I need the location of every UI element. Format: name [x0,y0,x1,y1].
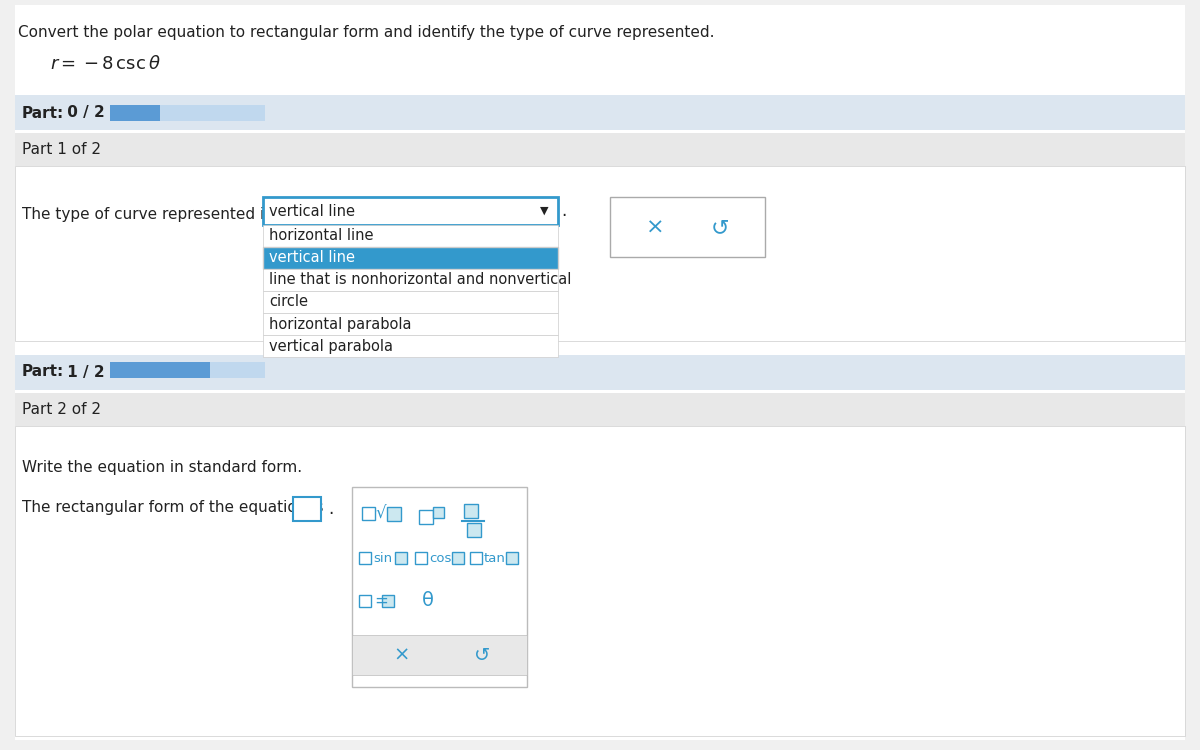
Text: θ: θ [422,592,434,610]
Text: =: = [374,592,388,610]
FancyBboxPatch shape [382,595,394,607]
Text: ×: × [394,646,410,664]
FancyBboxPatch shape [506,552,518,564]
FancyBboxPatch shape [452,552,464,564]
Text: Part 1 of 2: Part 1 of 2 [22,142,101,158]
FancyBboxPatch shape [263,269,558,291]
Text: Part:: Part: [22,364,65,380]
FancyBboxPatch shape [263,291,558,313]
Text: Write the equation in standard form.: Write the equation in standard form. [22,460,302,475]
Text: ↺: ↺ [474,646,490,664]
Text: ↺: ↺ [710,218,730,238]
FancyBboxPatch shape [415,552,427,564]
FancyBboxPatch shape [110,105,160,121]
FancyBboxPatch shape [14,393,1186,426]
Text: The type of curve represented is a: The type of curve represented is a [22,208,287,223]
Text: The rectangular form of the equation is: The rectangular form of the equation is [22,500,324,515]
FancyBboxPatch shape [110,362,265,378]
Text: circle: circle [269,295,308,310]
Text: Convert the polar equation to rectangular form and identify the type of curve re: Convert the polar equation to rectangula… [18,25,714,40]
FancyBboxPatch shape [464,504,478,518]
FancyBboxPatch shape [14,95,1186,130]
Text: Part 2 of 2: Part 2 of 2 [22,401,101,416]
FancyBboxPatch shape [263,197,558,225]
FancyBboxPatch shape [14,133,1186,166]
FancyBboxPatch shape [263,313,558,335]
FancyBboxPatch shape [352,487,527,687]
FancyBboxPatch shape [395,552,407,564]
Text: ▼: ▼ [540,206,548,216]
FancyBboxPatch shape [433,507,444,518]
FancyBboxPatch shape [14,426,1186,736]
Text: $r = -8\,\mathrm{csc}\,\theta$: $r = -8\,\mathrm{csc}\,\theta$ [50,55,161,73]
FancyBboxPatch shape [419,510,433,524]
FancyBboxPatch shape [110,105,265,121]
FancyBboxPatch shape [359,595,371,607]
FancyBboxPatch shape [352,635,527,675]
FancyBboxPatch shape [110,362,210,378]
Text: vertical parabola: vertical parabola [269,338,394,353]
FancyBboxPatch shape [467,523,481,537]
Text: vertical line: vertical line [269,203,355,218]
FancyBboxPatch shape [362,507,374,520]
Text: vertical line: vertical line [269,251,355,266]
FancyBboxPatch shape [470,552,482,564]
Text: √: √ [376,505,386,523]
FancyBboxPatch shape [293,497,322,521]
Text: horizontal parabola: horizontal parabola [269,316,412,332]
Text: ×: × [646,218,665,238]
FancyBboxPatch shape [14,5,1186,740]
Text: 0 / 2: 0 / 2 [62,106,104,121]
Text: .: . [562,202,566,220]
FancyBboxPatch shape [386,507,401,521]
Text: Part:: Part: [22,106,65,121]
Text: cos: cos [430,551,451,565]
FancyBboxPatch shape [14,166,1186,341]
FancyBboxPatch shape [14,355,1186,390]
Text: .: . [328,500,334,518]
FancyBboxPatch shape [263,225,558,247]
Text: 1 / 2: 1 / 2 [62,364,104,380]
Text: sin: sin [373,551,392,565]
Text: horizontal line: horizontal line [269,229,373,244]
Text: tan: tan [484,551,506,565]
FancyBboxPatch shape [263,335,558,357]
FancyBboxPatch shape [610,197,766,257]
Text: line that is nonhorizontal and nonvertical: line that is nonhorizontal and nonvertic… [269,272,571,287]
FancyBboxPatch shape [359,552,371,564]
FancyBboxPatch shape [263,247,558,269]
